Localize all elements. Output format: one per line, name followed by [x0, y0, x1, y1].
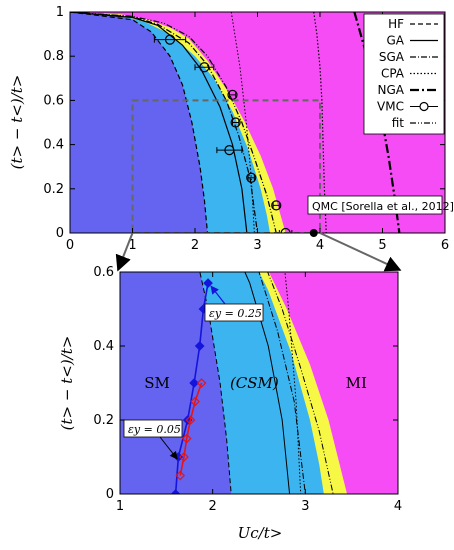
- legend-box: [363, 13, 445, 135]
- phase-label-sm: SM: [144, 374, 170, 392]
- zoom-connector-right: [319, 232, 402, 272]
- eps025-box: [204, 303, 264, 322]
- top-chart: 0 1 2 3 4 5 6 0 0.2 0.4 0.6 0.8 1 QMC [Sorella et al…: [8, 5, 454, 253]
- bottom-ytick-label: 0.6: [93, 265, 114, 280]
- top-xtick-label: 5: [378, 238, 386, 253]
- legend-label-nga: NGA: [378, 83, 405, 97]
- vmc-point: [230, 117, 241, 128]
- eps-series-marker: [194, 341, 205, 351]
- series-ga-line: [70, 12, 248, 233]
- top-ytick-label: 0.8: [43, 49, 64, 64]
- phase-label-csm: (CSM): [230, 374, 279, 392]
- bottom-xtick-label: 1: [116, 499, 124, 514]
- legend-label-sga: SGA: [379, 50, 405, 64]
- eps025-label: εy = 0.25: [209, 307, 262, 320]
- vmc-point: [278, 227, 293, 233]
- vmc-point: [271, 200, 282, 211]
- series-sga-line: [70, 12, 259, 233]
- series-hf-line: [70, 12, 209, 233]
- sm-region-inset: [120, 272, 232, 494]
- bottom-ylabel: (t> − t<)/t>: [58, 336, 76, 431]
- top-ytick-label: 0.6: [43, 93, 64, 108]
- bottom-ytick-label: 0: [106, 487, 114, 502]
- top-ylabel: (t> − t<)/t>: [8, 75, 26, 170]
- bottom-chart: 1 2 3 4 0 0.2 0.4 0.6 SM (CSM) MI εy = 0.25 εy …: [58, 265, 402, 542]
- legend-label-ga: GA: [386, 34, 404, 48]
- vmc-point: [216, 145, 243, 156]
- top-xtick-label: 3: [253, 238, 261, 253]
- qmc-label-box: [307, 195, 443, 215]
- eps-series-marker: [190, 396, 200, 407]
- eps025-arrow: [210, 285, 226, 305]
- sm-region: [70, 12, 208, 233]
- legend-label-vmc: VMC: [377, 100, 404, 114]
- eps-series-marker: [196, 378, 207, 388]
- eps005-box: [123, 419, 183, 438]
- legend-label-fit: fit: [392, 116, 405, 130]
- legend-label-cpa: CPA: [381, 67, 405, 81]
- eps-series-marker: [189, 378, 199, 388]
- inset-mi-boundary-line: [284, 272, 302, 494]
- eps005-label: εy = 0.05: [128, 423, 181, 436]
- inset-ga-line: [244, 272, 291, 494]
- vmc-point: [227, 89, 238, 100]
- vmc-point: [194, 62, 215, 73]
- vmc-point: [153, 34, 187, 45]
- top-ytick-label: 0.2: [43, 182, 64, 197]
- legend-label-hf: HF: [388, 17, 404, 31]
- bottom-xlabel: Uc/t>: [238, 524, 283, 542]
- bottom-ytick-label: 0.2: [93, 413, 114, 428]
- top-ytick-label: 0: [56, 226, 64, 241]
- eps-series-marker: [203, 278, 213, 288]
- bottom-ytick-label: 0.4: [93, 339, 114, 354]
- top-xtick-label: 0: [66, 238, 74, 253]
- qmc-marker: [309, 229, 318, 237]
- top-xtick-label: 2: [191, 238, 199, 253]
- eps005-arrow: [159, 436, 178, 460]
- phase-label-mi: MI: [346, 374, 367, 392]
- bottom-plot-frame: [119, 271, 399, 495]
- top-xtick-label: 1: [128, 238, 136, 253]
- eps-series-marker: [170, 489, 181, 494]
- eps-series-marker: [175, 470, 186, 481]
- vmc-point: [246, 172, 257, 183]
- bottom-xtick-label: 3: [301, 499, 309, 514]
- top-xtick-label: 4: [316, 238, 324, 253]
- inset-sga-line: [258, 272, 306, 494]
- qmc-label: QMC [Sorella et al., 2012]: [312, 200, 454, 213]
- bottom-xtick-label: 2: [209, 499, 217, 514]
- top-ytick-label: 1: [56, 5, 64, 20]
- zoom-connector-left: [115, 232, 134, 272]
- top-xtick-label: 6: [441, 238, 449, 253]
- eps-series-marker: [179, 452, 189, 462]
- legend: HF GA SGA CPA NGA VMC fit: [363, 13, 445, 135]
- series-fit-line: [70, 12, 277, 233]
- eps-series-marker: [181, 433, 192, 444]
- series-cpa-line: [313, 12, 327, 233]
- inset-box: [131, 99, 321, 233]
- top-ytick-label: 0.4: [43, 138, 64, 153]
- eps-series-marker: [185, 415, 196, 425]
- bottom-xtick-label: 4: [394, 499, 402, 514]
